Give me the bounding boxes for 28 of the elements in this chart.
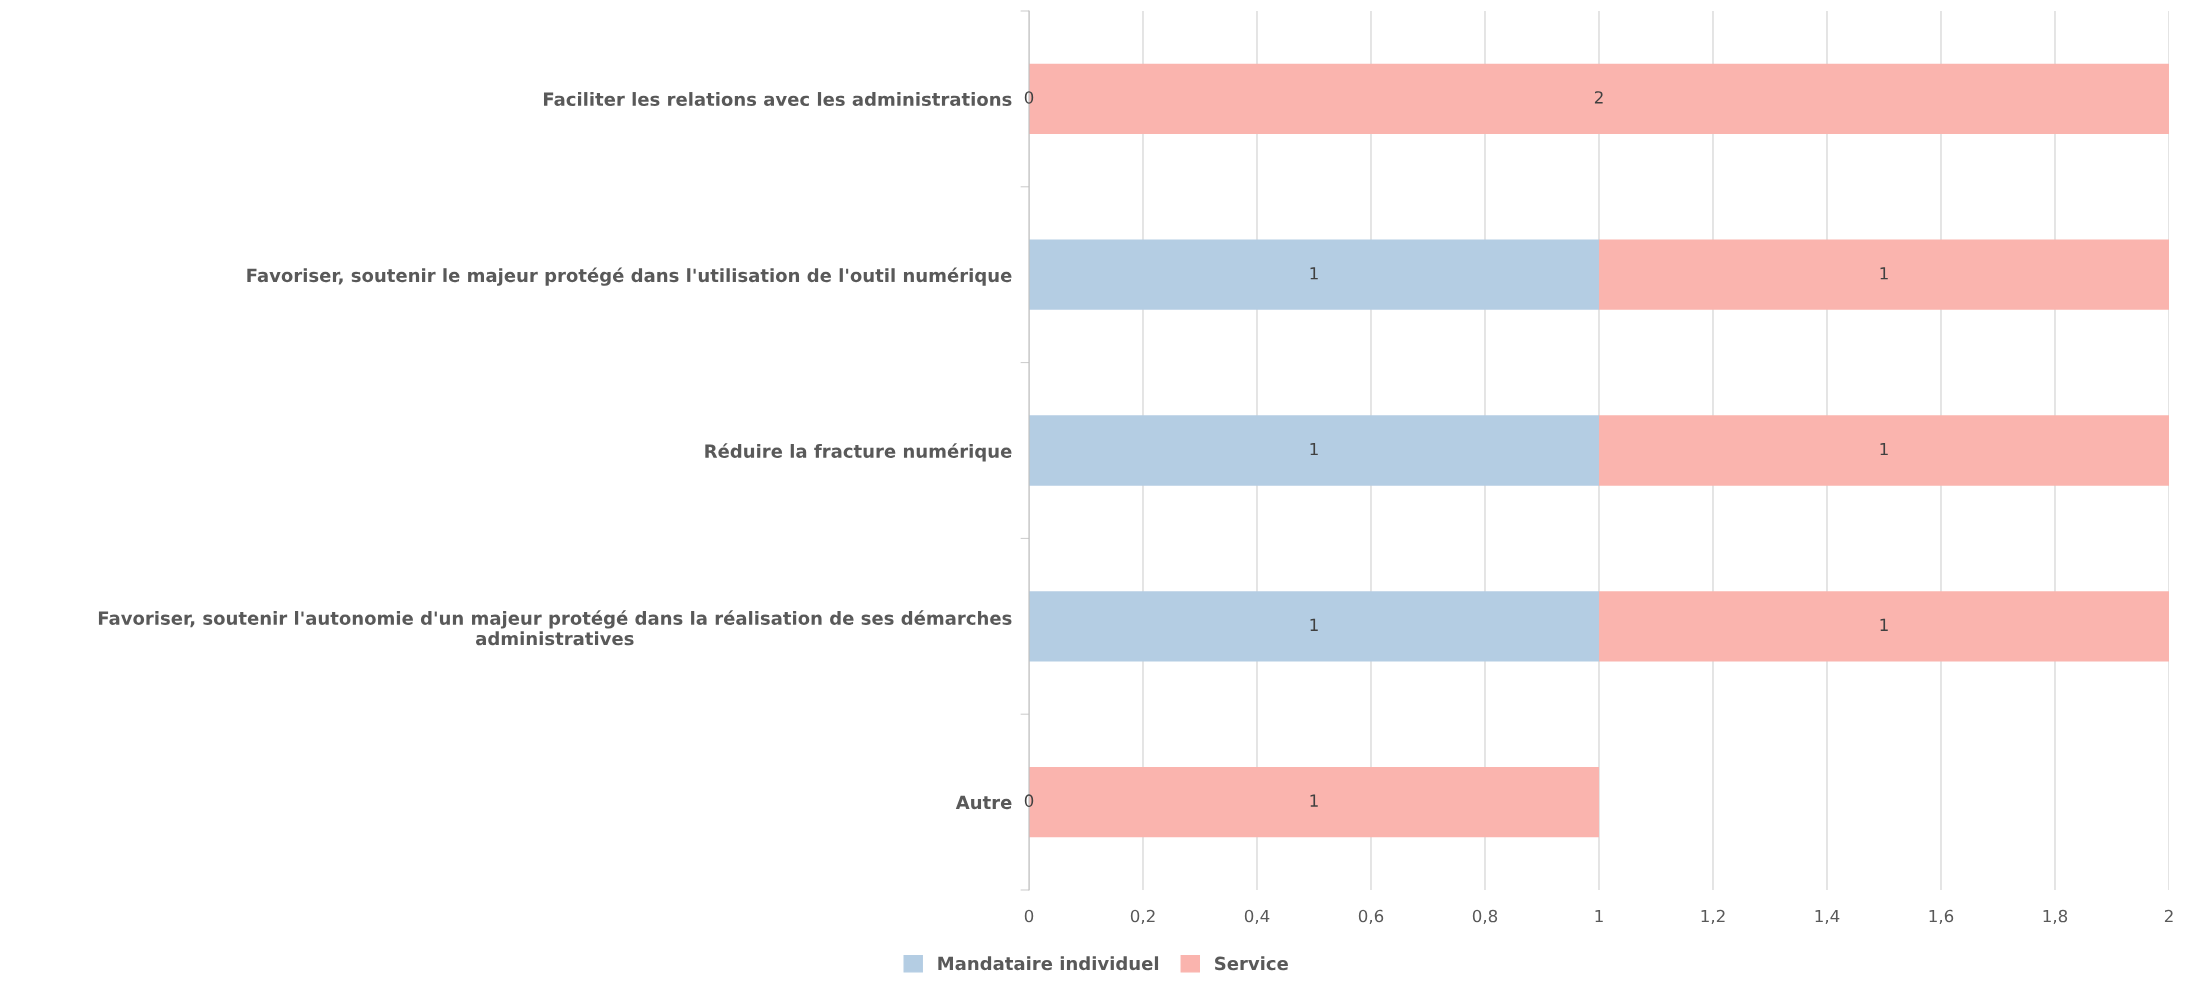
x-tick-label: 1,8 xyxy=(2043,909,2068,925)
data-label: 1 xyxy=(1310,618,1318,631)
y-tick-label: Favoriser, soutenir l'autonomie d'un majeur protégé dans la réalisation de ses démarches administratives xyxy=(98,610,1012,646)
x-tick-label: 0,4 xyxy=(1244,909,1270,925)
x-tick-label: 0,2 xyxy=(1130,909,1155,925)
data-label: 1 xyxy=(1880,442,1888,456)
x-tick-label: 1,4 xyxy=(1815,909,1840,925)
x-tick-label: 1,6 xyxy=(1929,909,1954,925)
y-tick-label: Autre xyxy=(955,795,1012,810)
data-label: 1 xyxy=(1310,267,1318,280)
y-tick-label: Favoriser, soutenir le majeur protégé dans l'utilisation de l'outil numérique xyxy=(247,267,1012,286)
x-tick-label: 0,8 xyxy=(1472,909,1498,925)
data-label: 0 xyxy=(1024,794,1034,807)
legend-label: Mandataire individuel xyxy=(938,956,1159,971)
data-label: 1 xyxy=(1880,267,1888,280)
x-tick-label: 0 xyxy=(1024,909,1034,923)
y-tick-label: Réduire la fracture numérique xyxy=(705,443,1012,462)
data-label: 2 xyxy=(1594,91,1603,104)
data-label: 0 xyxy=(1024,91,1034,104)
legend-label: Service xyxy=(1215,956,1288,971)
y-tick-label: Faciliter les relations avec les administrations xyxy=(543,92,1012,107)
data-label: 1 xyxy=(1880,618,1888,631)
x-tick-label: 0,6 xyxy=(1358,909,1384,925)
x-tick-label: 1,2 xyxy=(1701,909,1725,925)
data-label: 1 xyxy=(1310,794,1318,807)
x-tick-label: 2 xyxy=(2164,909,2173,923)
data-label: 1 xyxy=(1310,442,1318,456)
x-tick-label: 1 xyxy=(1595,909,1603,923)
